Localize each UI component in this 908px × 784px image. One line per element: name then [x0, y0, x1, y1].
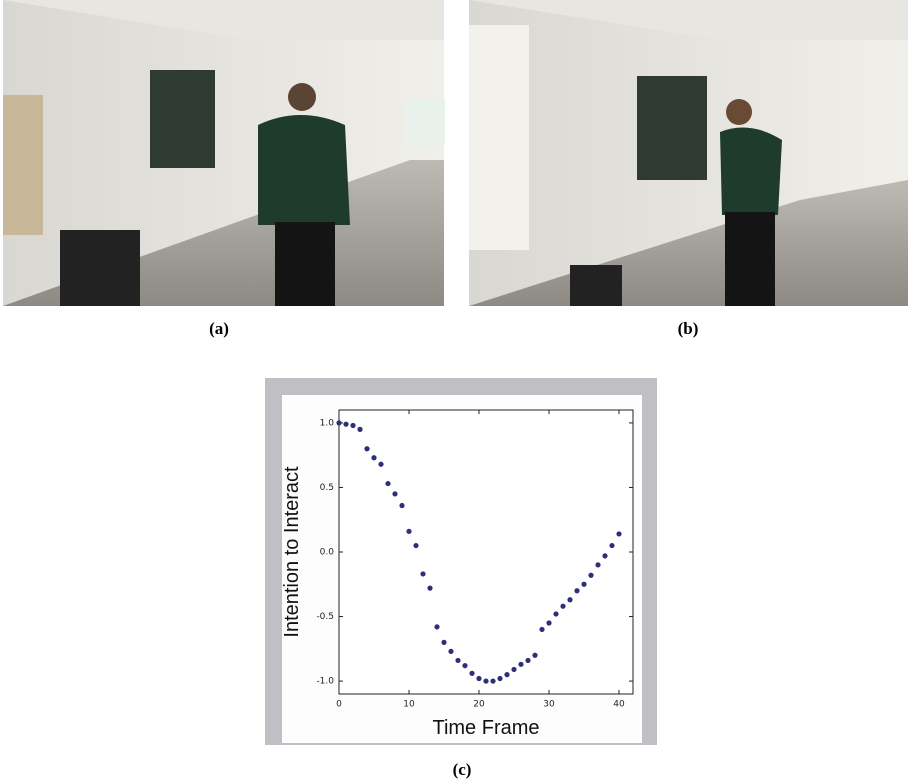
- caption: (a): [209, 319, 229, 338]
- y-tick-label: -0.5: [316, 612, 334, 622]
- x-axis-label: Time Frame: [432, 717, 539, 739]
- point: [448, 648, 454, 655]
- y-tick-label: -1.0: [316, 677, 334, 687]
- point: [392, 491, 398, 497]
- point: [511, 666, 517, 673]
- point: [567, 597, 573, 603]
- point: [525, 657, 531, 664]
- point: [343, 421, 349, 427]
- x-tick-label: 40: [613, 700, 625, 710]
- photo-b: [469, 0, 908, 306]
- plot-area: [338, 409, 634, 695]
- point: [385, 480, 391, 487]
- x-tick-label: 0: [336, 700, 342, 710]
- point: [413, 542, 419, 549]
- x-tick-label: 10: [403, 700, 415, 710]
- point: [336, 420, 342, 426]
- y-axis-label: Intention to Interact: [281, 466, 303, 638]
- point: [553, 611, 559, 617]
- point: [602, 553, 608, 559]
- point: [469, 670, 475, 676]
- point: [616, 531, 622, 537]
- point: [532, 652, 538, 658]
- point: [476, 675, 482, 682]
- point: [588, 572, 594, 578]
- point: [560, 603, 566, 609]
- photo-a: [3, 0, 445, 306]
- point: [609, 542, 615, 549]
- point: [427, 585, 433, 591]
- point: [539, 626, 545, 633]
- point: [406, 528, 412, 534]
- point: [490, 678, 496, 684]
- y-tick-label: 0.5: [320, 483, 334, 493]
- point: [518, 661, 524, 667]
- point: [441, 639, 447, 645]
- point: [497, 675, 503, 682]
- y-tick-label: 1.0: [320, 418, 335, 428]
- point: [595, 562, 601, 568]
- point: [371, 455, 377, 461]
- x-tick-label: 30: [543, 700, 555, 710]
- point: [483, 678, 489, 684]
- point: [378, 461, 384, 467]
- caption: (c): [453, 760, 472, 779]
- y-tick-label: 0.0: [320, 548, 335, 558]
- point: [350, 422, 356, 429]
- point: [399, 502, 405, 509]
- point: [504, 672, 510, 678]
- point: [462, 663, 468, 669]
- point: [357, 426, 363, 432]
- point: [455, 657, 461, 664]
- point: [420, 571, 426, 577]
- point: [434, 624, 440, 630]
- point: [364, 446, 370, 452]
- x-tick-label: 20: [473, 700, 485, 710]
- point: [574, 588, 580, 594]
- point: [546, 620, 552, 626]
- caption: (b): [678, 319, 699, 338]
- point: [581, 581, 587, 587]
